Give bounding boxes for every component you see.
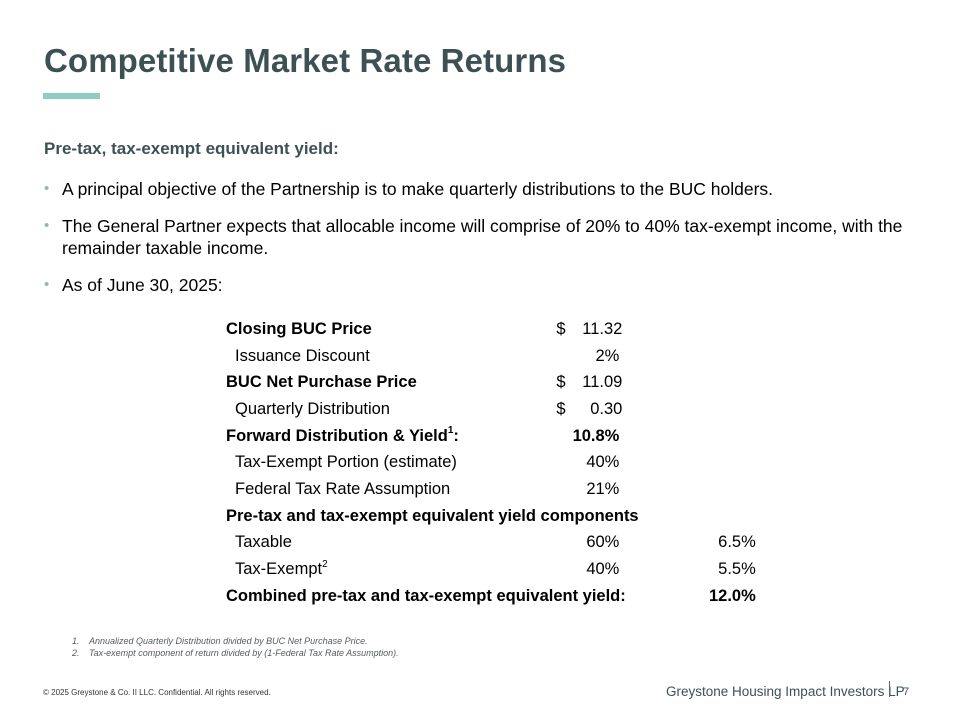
bullet-text: As of June 30, 2025: (62, 275, 223, 295)
row-net-purchase-price: BUC Net Purchase Price $ 11.09 (226, 369, 756, 396)
footnote-ref: 1 (447, 425, 454, 437)
row-tax-exempt: Tax-Exempt2 40% 5.5% (226, 556, 756, 583)
row-label: Combined pre-tax and tax-exempt equivale… (226, 586, 626, 605)
row-label: Issuance Discount (235, 346, 370, 365)
row-label: Tax-Exempt2 (235, 558, 328, 579)
row-yield: 12.0% (708, 586, 756, 605)
row-yield: 6.5% (718, 533, 756, 552)
row-label: Quarterly Distribution (235, 399, 390, 418)
row-forward-yield: Forward Distribution & Yield1: 10.8% (226, 423, 756, 450)
row-value: $ 0.30 (549, 396, 625, 423)
title-accent-bar (43, 93, 100, 99)
row-label: Forward Distribution & Yield1: (226, 425, 459, 445)
row-yield: 5.5% (718, 560, 756, 579)
row-label: Federal Tax Rate Assumption (235, 479, 451, 498)
row-value: 40% (586, 560, 620, 579)
row-quarterly-distribution: Quarterly Distribution $ 0.30 (226, 396, 756, 423)
currency-symbol: $ (556, 399, 566, 418)
row-issuance-discount: Issuance Discount 2% (226, 343, 756, 370)
bullet-text: The General Partner expects that allocab… (62, 216, 903, 258)
slide-title: Competitive Market Rate Returns (44, 42, 567, 79)
amount: 11.09 (582, 373, 623, 392)
row-value: 60% (586, 533, 620, 552)
footnotes: 1. Annualized Quarterly Distribution divi… (72, 635, 399, 659)
row-label: Tax-Exempt Portion (estimate) (235, 453, 457, 472)
row-value: $ 11.09 (549, 369, 625, 396)
bullet-item: • The General Partner expects that alloc… (44, 215, 914, 259)
footnote-item: 1. Annualized Quarterly Distribution divi… (72, 635, 399, 647)
row-value: $ 11.32 (549, 316, 625, 343)
row-label: Closing BUC Price (226, 319, 372, 338)
footnote-number: 2. (72, 648, 80, 658)
bullet-list: • A principal objective of the Partnersh… (44, 178, 914, 311)
footnote-number: 1. (72, 636, 80, 646)
row-label: BUC Net Purchase Price (226, 373, 417, 392)
bullet-text: A principal objective of the Partnership… (62, 179, 774, 199)
row-taxable: Taxable 60% 6.5% (226, 530, 756, 557)
row-components-header: Pre-tax and tax-exempt equivalent yield … (226, 503, 756, 530)
row-tax-exempt-portion: Tax-Exempt Portion (estimate) 40% (226, 449, 756, 476)
amount: 11.32 (582, 319, 623, 338)
bullet-icon: • (44, 217, 50, 234)
section-subtitle: Pre-tax, tax-exempt equivalent yield: (44, 139, 339, 158)
row-value: 40% (586, 453, 620, 472)
row-value: 21% (586, 479, 620, 498)
bullet-icon: • (44, 276, 50, 293)
currency-symbol: $ (556, 319, 566, 338)
footnote-text: Annualized Quarterly Distribution divide… (89, 636, 368, 646)
row-closing-buc-price: Closing BUC Price $ 11.32 (226, 316, 756, 343)
row-combined-yield: Combined pre-tax and tax-exempt equivale… (226, 583, 756, 610)
footnote-item: 2. Tax-exempt component of return divided… (72, 647, 399, 659)
bullet-item: • As of June 30, 2025: (44, 274, 914, 296)
footer-divider (889, 681, 890, 697)
currency-symbol: $ (556, 373, 566, 392)
company-name: Greystone Housing Impact Investors LP (666, 684, 905, 699)
yield-table: Closing BUC Price $ 11.32 Issuance Disco… (226, 316, 756, 610)
footnote-ref: 2 (322, 558, 328, 570)
copyright-notice: © 2025 Greystone & Co. II LLC. Confident… (43, 688, 271, 697)
row-label: Pre-tax and tax-exempt equivalent yield … (226, 506, 639, 525)
page-number: 7 (903, 686, 910, 698)
bullet-item: • A principal objective of the Partnersh… (44, 178, 914, 200)
row-value: 2% (595, 346, 620, 365)
footnote-text: Tax-exempt component of return divided b… (89, 648, 399, 658)
amount: 0.30 (590, 399, 623, 418)
bullet-icon: • (44, 180, 50, 197)
row-value: 10.8% (572, 426, 620, 445)
row-label: Taxable (235, 533, 292, 552)
row-federal-tax-rate: Federal Tax Rate Assumption 21% (226, 476, 756, 503)
